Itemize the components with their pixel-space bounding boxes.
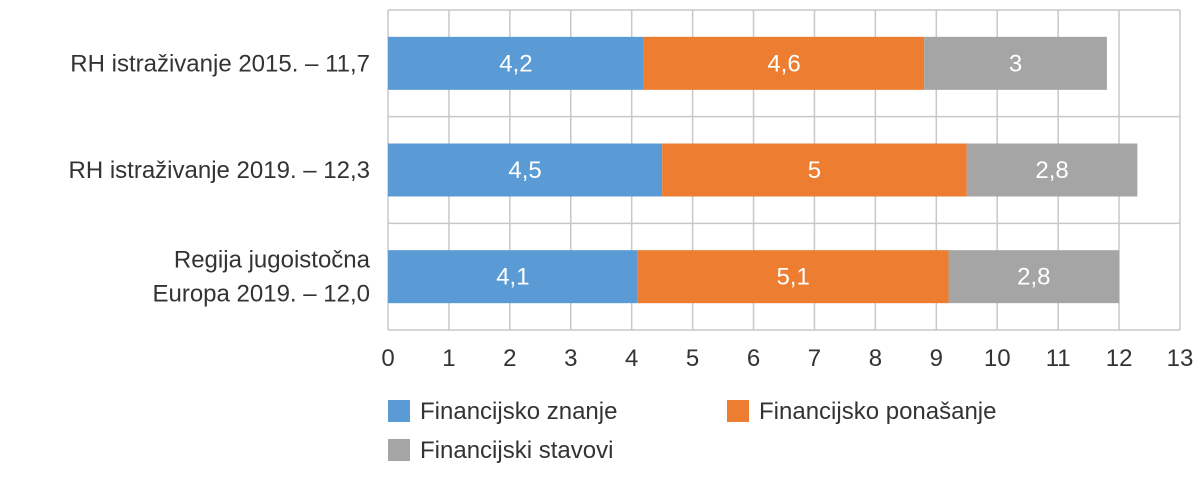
- x-tick-label: 6: [747, 345, 760, 372]
- x-tick-label: 13: [1167, 345, 1194, 372]
- x-tick-label: 8: [869, 345, 882, 372]
- x-tick-label: 10: [984, 345, 1011, 372]
- legend-label: Financijsko znanje: [420, 398, 617, 425]
- x-tick-label: 12: [1106, 345, 1133, 372]
- data-label: 5: [808, 157, 821, 184]
- bar-segment: [643, 36, 925, 90]
- category-label: RH istraživanje 2019. – 12,3: [69, 157, 371, 184]
- bar-segment: [388, 36, 644, 90]
- bar-segment: [924, 36, 1107, 90]
- x-tick-label: 11: [1046, 345, 1071, 372]
- bar-segment: [388, 250, 638, 304]
- x-tick-label: 4: [625, 345, 638, 372]
- legend-swatch: [388, 400, 410, 422]
- data-label: 4,5: [508, 157, 541, 184]
- x-tick-label: 2: [503, 345, 516, 372]
- category-label: Regija jugoistočna: [174, 247, 371, 274]
- x-tick-label: 1: [442, 345, 455, 372]
- legend-label: Financijsko ponašanje: [759, 398, 996, 425]
- legend-swatch: [388, 439, 410, 461]
- x-tick-label: 3: [564, 345, 577, 372]
- data-label: 3: [1009, 50, 1022, 77]
- bar-segment: [966, 143, 1138, 197]
- data-label: 4,1: [496, 264, 529, 291]
- data-label: 2,8: [1035, 157, 1068, 184]
- data-label: 5,1: [776, 264, 809, 291]
- data-label: 4,6: [767, 50, 800, 77]
- legend-swatch: [727, 400, 749, 422]
- legend-label: Financijski stavovi: [420, 437, 613, 464]
- category-label: Europa 2019. – 12,0: [152, 281, 370, 308]
- x-tick-label: 5: [686, 345, 699, 372]
- data-label: 2,8: [1017, 264, 1050, 291]
- bar-segment: [637, 250, 949, 304]
- bar-segment: [662, 143, 967, 197]
- x-tick-label: 7: [808, 345, 821, 372]
- x-tick-label: 0: [381, 345, 394, 372]
- bar-segment: [388, 143, 663, 197]
- x-tick-label: 9: [930, 345, 943, 372]
- data-label: 4,2: [499, 50, 532, 77]
- bar-segment: [948, 250, 1120, 304]
- category-label: RH istraživanje 2015. – 11,7: [70, 50, 370, 77]
